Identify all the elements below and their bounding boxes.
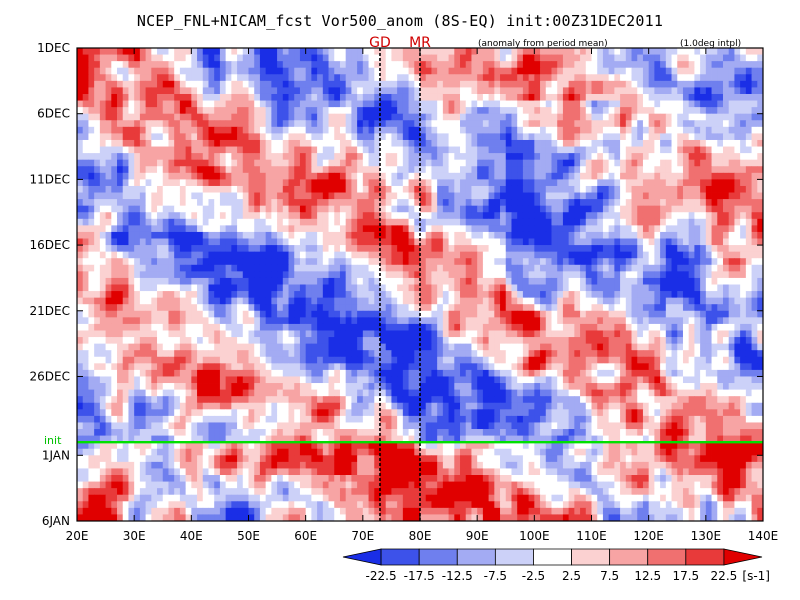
x-tick-label: 20E <box>66 529 89 543</box>
x-tick-label: 130E <box>691 529 722 543</box>
y-tick-label: 11DEC <box>30 172 70 186</box>
y-tick-label: 1JAN <box>42 448 70 462</box>
colorbar-label: -22.5 <box>366 569 397 583</box>
colorbar-swatch <box>380 548 420 566</box>
colorbar-swatch <box>456 548 496 566</box>
colorbar-swatch <box>609 548 649 566</box>
x-tick-label: 80E <box>409 529 432 543</box>
x-tick-label: 100E <box>519 529 550 543</box>
interpolation-note: (1.0deg intpl) <box>680 39 741 49</box>
chart-title: NCEP_FNL+NICAM_fcst Vor500_anom (8S-EQ) … <box>136 12 664 30</box>
colorbar-swatch <box>418 548 458 566</box>
colorbar-swatch <box>571 548 611 566</box>
x-tick-label: 30E <box>123 529 146 543</box>
colorbar-swatch <box>723 548 763 566</box>
mr-marker-label: MR <box>409 35 431 51</box>
colorbar-label: -2.5 <box>522 569 545 583</box>
init-label: init <box>44 434 62 447</box>
colorbar-label: 7.5 <box>600 569 619 583</box>
colorbar-label: -12.5 <box>442 569 473 583</box>
x-tick-label: 60E <box>294 529 317 543</box>
x-tick-label: 140E <box>748 529 779 543</box>
colorbar-label: 2.5 <box>562 569 581 583</box>
gd-marker-label: GD <box>369 35 391 51</box>
y-tick-label: 6DEC <box>37 107 70 121</box>
colorbar-label: 17.5 <box>672 569 699 583</box>
colorbar-swatch <box>685 548 725 566</box>
colorbar-swatch <box>533 548 572 566</box>
x-tick-label: 90E <box>466 529 489 543</box>
x-tick-label: 50E <box>237 529 260 543</box>
y-tick-label: 16DEC <box>30 238 70 252</box>
colorbar-label: -17.5 <box>404 569 435 583</box>
x-tick-label: 70E <box>351 529 374 543</box>
x-tick-label: 120E <box>633 529 664 543</box>
colorbar-label: 12.5 <box>634 569 661 583</box>
anomaly-field <box>77 48 763 521</box>
y-tick-label: 1DEC <box>37 41 70 55</box>
x-tick-label: 110E <box>576 529 607 543</box>
anomaly-note: (anomaly from period mean) <box>478 39 608 49</box>
y-tick-label: 21DEC <box>30 304 70 318</box>
y-tick-label: 26DEC <box>30 369 70 383</box>
y-tick-label: 6JAN <box>42 514 70 528</box>
colorbar-swatch <box>342 548 382 566</box>
colorbar-label: 22.5 <box>711 569 738 583</box>
colorbar-swatch <box>494 548 534 566</box>
colorbar-label: -7.5 <box>484 569 507 583</box>
colorbar-unit: [s-1] <box>742 569 770 583</box>
x-tick-label: 40E <box>180 529 203 543</box>
colorbar-swatch <box>647 548 687 566</box>
